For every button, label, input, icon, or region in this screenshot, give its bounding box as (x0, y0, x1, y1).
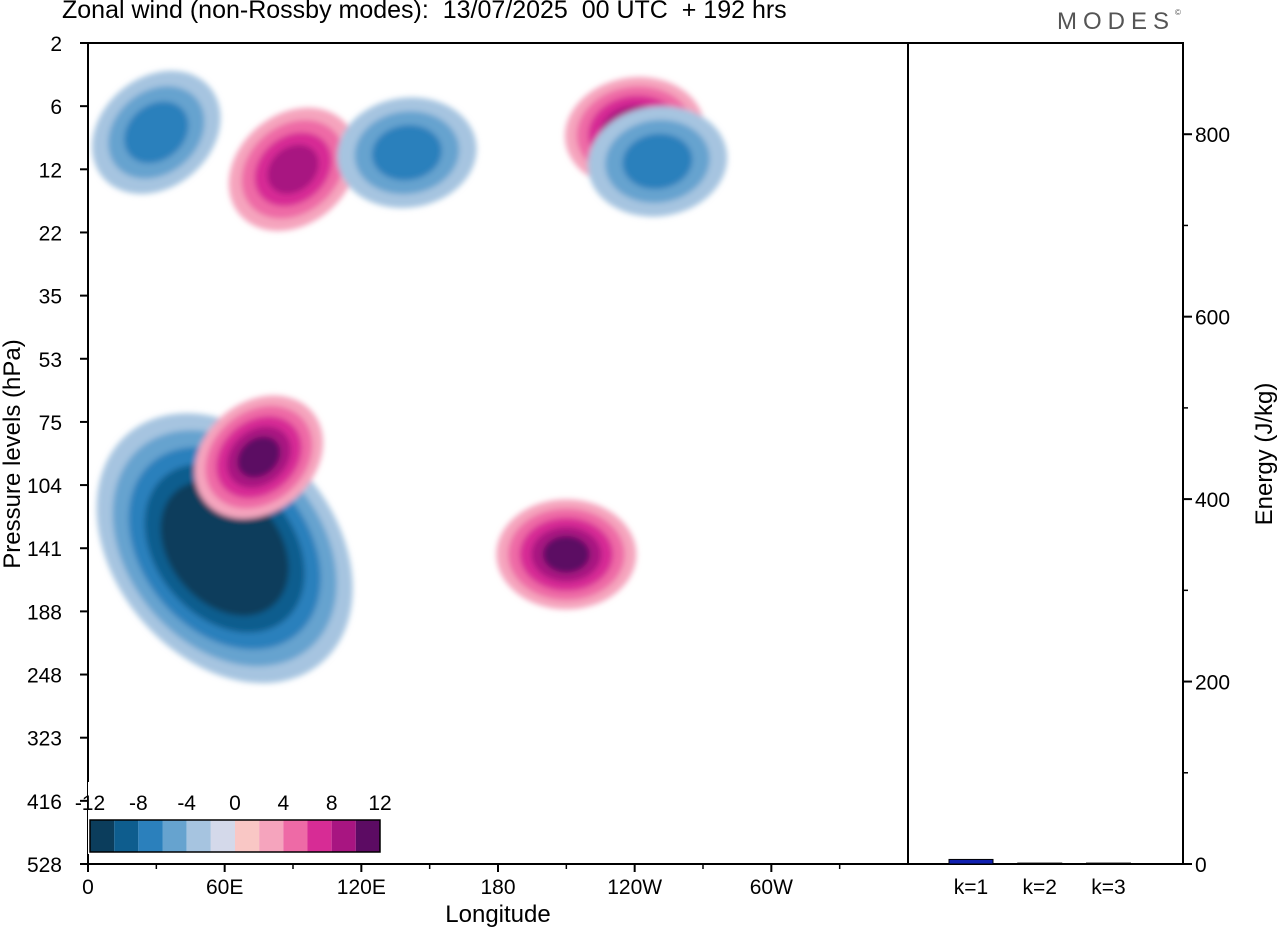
positive-wind-contour (237, 436, 281, 478)
colorbar-swatch (162, 820, 187, 852)
colorbar-swatch (283, 820, 308, 852)
energy-category-label: k=1 (954, 876, 988, 899)
y-tick-label: 323 (27, 728, 62, 751)
negative-wind-contour (192, 514, 257, 582)
x-tick-label: 120W (607, 876, 662, 899)
negative-wind-contour (622, 133, 693, 190)
modes-logo: MODES© (1057, 8, 1181, 36)
colorbar-swatch (259, 820, 284, 852)
colorbar-swatch (138, 820, 163, 852)
y-tick-label: 248 (27, 665, 62, 688)
colorbar-frame (89, 819, 381, 853)
energy-category-label: k=2 (1023, 876, 1057, 899)
x-tick-label: 180 (480, 876, 515, 899)
x-tick-label: 120E (337, 876, 386, 899)
x-axis-title: Longitude (445, 901, 550, 928)
longitude-axis: 0 60E 120E 180 120W 60W (82, 864, 841, 899)
energy-bar (948, 858, 994, 865)
y-axis-title: Pressure levels (hPa) (0, 339, 26, 568)
energy-category-label: k=3 (1091, 876, 1125, 899)
y-tick-label: 416 (27, 791, 62, 814)
colorbar-label: 0 (229, 792, 241, 815)
x-tick-label: 0 (82, 876, 94, 899)
chart-title: Zonal wind (non-Rossby modes): 13/07/202… (62, 0, 787, 24)
energy-tick-label: 0 (1195, 854, 1207, 877)
colorbar-label: -4 (177, 792, 196, 815)
colorbar-swatch (114, 820, 139, 852)
energy-bar (1017, 862, 1063, 865)
y-tick-label: 6 (50, 96, 62, 119)
colorbar-swatch (331, 820, 356, 852)
negative-wind-contour (372, 125, 442, 181)
energy-tick-label: 800 (1195, 124, 1230, 147)
x-tick-label: 60W (750, 876, 793, 899)
energy-bar (1086, 862, 1131, 865)
colorbar: -12 -8 -4 0 4 8 12 (75, 782, 392, 854)
y-tick-label: 188 (27, 601, 62, 624)
colorbar-label: 4 (277, 792, 289, 815)
y-tick-label: 2 (50, 33, 62, 56)
colorbar-label: -8 (129, 792, 148, 815)
colorbar-swatch (307, 820, 332, 852)
heatmap-blobs (92, 70, 728, 684)
y-tick-label: 12 (39, 159, 62, 182)
energy-axis-title: Energy (J/kg) (1251, 383, 1278, 526)
logo-text: MODES (1057, 8, 1176, 35)
y-tick-label: 528 (27, 854, 62, 877)
y-tick-label: 35 (39, 286, 62, 309)
y-tick-label: 53 (39, 349, 62, 372)
y-tick-label: 22 (39, 222, 62, 245)
negative-wind-contour (124, 101, 189, 164)
energy-bar-chart: 0 200 400 600 800 k=1 k=2 k=3 (948, 124, 1230, 899)
energy-panel-frame (907, 42, 1184, 865)
heatmap-area (88, 43, 908, 864)
positive-wind-contour (543, 536, 590, 573)
colorbar-swatch (235, 820, 260, 852)
energy-tick-label: 400 (1195, 489, 1230, 512)
colorbar-label: 12 (368, 792, 391, 815)
colorbar-swatch (210, 820, 235, 852)
colorbar-swatch (186, 820, 211, 852)
colorbar-label: 8 (326, 792, 338, 815)
x-tick-label: 60E (206, 876, 243, 899)
colorbar-label: -12 (75, 792, 105, 815)
y-tick-label: 75 (39, 412, 62, 435)
y-tick-label: 141 (27, 538, 62, 561)
pressure-axis: 2 6 12 22 35 53 75 104 141 188 248 323 416 528 (27, 33, 88, 877)
colorbar-swatch (355, 820, 380, 852)
energy-tick-label: 200 (1195, 672, 1230, 695)
y-tick-label: 104 (27, 475, 62, 498)
copyright-mark: © (1175, 8, 1181, 17)
colorbar-swatch (90, 820, 115, 852)
positive-wind-contour (267, 144, 319, 194)
energy-tick-label: 600 (1195, 307, 1230, 330)
